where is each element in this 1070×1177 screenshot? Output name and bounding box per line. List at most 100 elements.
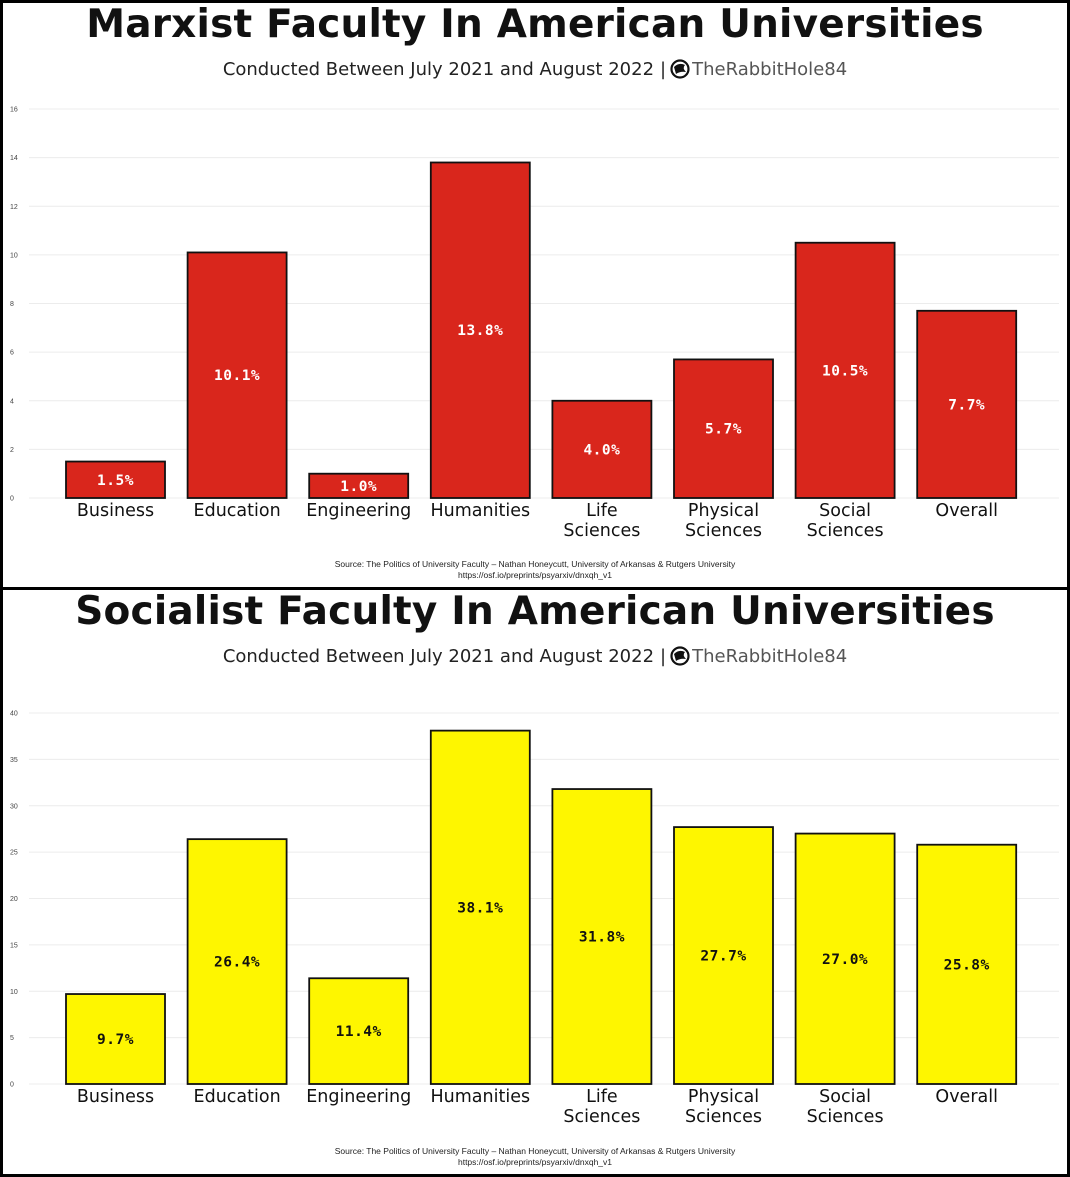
x-category-label: Life Sciences: [563, 501, 640, 541]
bar-value-label: 10.5%: [822, 363, 868, 379]
bar-value-label: 9.7%: [97, 1032, 134, 1048]
y-tick-label: 0: [10, 496, 14, 503]
chart-subtitle: Conducted Between July 2021 and August 2…: [222, 646, 655, 667]
chart-subtitle-row: Conducted Between July 2021 and August 2…: [222, 59, 848, 80]
x-category-line: Humanities: [431, 501, 531, 521]
bar: [794, 832, 896, 1085]
x-category-line: Education: [194, 501, 281, 521]
y-tick-label: 5: [10, 1035, 14, 1042]
x-category-label: Physical Sciences: [685, 501, 762, 541]
bar-value-label: 5.7%: [705, 422, 742, 438]
y-tick-label: 30: [10, 803, 18, 810]
x-category-label: Education: [194, 501, 281, 521]
y-tick-label: 10: [10, 252, 18, 259]
x-category-line: Overall: [935, 1087, 998, 1107]
x-category-label: Education: [194, 1087, 281, 1107]
bar-value-label: 1.5%: [97, 473, 134, 489]
y-tick-label: 14: [10, 155, 18, 162]
x-category-label: Engineering: [306, 1087, 411, 1107]
source-url: https://osf.io/preprints/psyarxiv/dnxqh_…: [457, 570, 613, 580]
x-category-line: Sciences: [685, 521, 762, 541]
y-tick-label: 35: [10, 757, 18, 764]
x-category-label: Business: [77, 501, 154, 521]
bar: [65, 460, 166, 499]
bar-value-label: 27.7%: [700, 949, 746, 965]
marxist-chart-panel: Marxist Faculty In American Universities…: [3, 3, 1067, 587]
x-category-line: Engineering: [306, 1087, 411, 1107]
x-category-label: Life Sciences: [563, 1087, 640, 1127]
x-category-line: Sciences: [563, 521, 640, 541]
y-tick-label: 16: [10, 107, 18, 114]
x-category-label: Engineering: [306, 501, 411, 521]
x-category-line: Sciences: [685, 1107, 762, 1127]
x-category-label: Social Sciences: [807, 501, 884, 541]
chart-title: Socialist Faculty In American Universiti…: [75, 590, 995, 634]
bar: [308, 977, 410, 1085]
brand-handle: TheRabbitHole84: [692, 59, 848, 80]
bar-value-label: 4.0%: [583, 442, 620, 458]
y-tick-label: 4: [10, 398, 14, 405]
bar: [186, 838, 288, 1085]
x-category-line: Social: [819, 501, 871, 521]
x-category-line: Physical: [688, 1087, 759, 1107]
y-tick-label: 40: [10, 711, 18, 718]
y-tick-label: 6: [10, 350, 14, 357]
source-note: Source: The Politics of University Facul…: [3, 1146, 1067, 1168]
bar: [916, 843, 1018, 1085]
bar-value-label: 7.7%: [948, 397, 985, 413]
socialist-bar-plot: 0 5 10 15 20 25 30 35 40 9.7% Business 26.4% Educati…: [10, 711, 1059, 1127]
bar: [551, 788, 653, 1085]
x-category-line: Physical: [688, 501, 759, 521]
y-tick-label: 0: [10, 1082, 14, 1089]
source-text: Source: The Politics of University Facul…: [334, 559, 736, 569]
bar: [916, 309, 1018, 499]
bar: [186, 251, 288, 499]
bar: [673, 826, 774, 1085]
bar-value-label: 25.8%: [944, 957, 990, 973]
x-category-line: Life: [586, 1087, 618, 1107]
x-category-label: Social Sciences: [807, 1087, 884, 1127]
x-category-line: Sciences: [563, 1107, 640, 1127]
x-category-line: Business: [77, 501, 154, 521]
bar-value-label: 27.0%: [822, 952, 868, 968]
socialist-chart-panel: Socialist Faculty In American Universiti…: [3, 590, 1067, 1174]
bar: [794, 241, 896, 499]
y-tick-label: 12: [10, 204, 18, 211]
bar: [673, 358, 774, 499]
bar: [429, 161, 531, 499]
bar: [429, 729, 531, 1085]
bar-value-label: 38.1%: [457, 900, 503, 916]
brand-handle: TheRabbitHole84: [692, 646, 848, 667]
y-tick-label: 8: [10, 301, 14, 308]
x-category-label: Physical Sciences: [685, 1087, 762, 1127]
y-tick-label: 15: [10, 942, 18, 949]
source-url: https://osf.io/preprints/psyarxiv/dnxqh_…: [457, 1157, 613, 1167]
bar-value-label: 26.4%: [214, 955, 260, 971]
x-category-line: Sciences: [807, 1107, 884, 1127]
bar: [65, 993, 166, 1085]
bar-value-label: 1.0%: [340, 479, 377, 495]
x-category-line: Social: [819, 1087, 871, 1107]
chart-subtitle: Conducted Between July 2021 and August 2…: [222, 59, 655, 80]
x-category-label: Overall: [935, 501, 998, 521]
x-category-line: Humanities: [431, 1087, 531, 1107]
x-category-label: Humanities: [431, 501, 531, 521]
x-category-line: Life: [586, 501, 618, 521]
rabbit-logo-icon: [670, 59, 690, 79]
y-tick-label: 10: [10, 989, 18, 996]
bar: [551, 399, 653, 499]
marxist-bar-plot: 0 2 4 6 8 10 12 14 16 1.5% Business 10.1% Education 1…: [10, 107, 1059, 541]
chart-title: Marxist Faculty In American Universities: [86, 3, 984, 47]
rabbit-logo-icon: [670, 646, 690, 666]
y-tick-label: 25: [10, 850, 18, 857]
x-category-line: Sciences: [807, 521, 884, 541]
x-category-line: Education: [194, 1087, 281, 1107]
x-category-line: Overall: [935, 501, 998, 521]
source-note: Source: The Politics of University Facul…: [3, 559, 1067, 581]
bar-value-label: 10.1%: [214, 368, 260, 384]
x-category-label: Humanities: [431, 1087, 531, 1107]
source-text: Source: The Politics of University Facul…: [334, 1146, 736, 1156]
bar-value-label: 11.4%: [336, 1024, 382, 1040]
y-tick-label: 20: [10, 896, 18, 903]
chart-subtitle-row: Conducted Between July 2021 and August 2…: [222, 646, 848, 667]
